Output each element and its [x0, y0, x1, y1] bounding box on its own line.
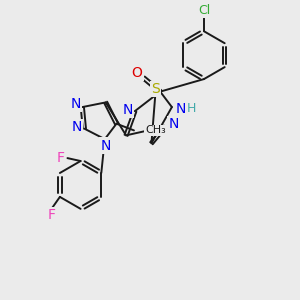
Text: S: S: [152, 82, 160, 96]
Text: N: N: [122, 103, 133, 117]
Text: F: F: [57, 151, 65, 165]
Text: O: O: [132, 66, 142, 80]
Text: CH₃: CH₃: [145, 125, 166, 135]
Text: N: N: [72, 120, 82, 134]
Text: H: H: [187, 102, 196, 115]
Text: F: F: [48, 208, 56, 222]
Text: N: N: [168, 117, 178, 131]
Text: N: N: [176, 101, 186, 116]
Text: N: N: [100, 139, 111, 153]
Text: Cl: Cl: [198, 4, 210, 17]
Text: N: N: [71, 97, 81, 111]
